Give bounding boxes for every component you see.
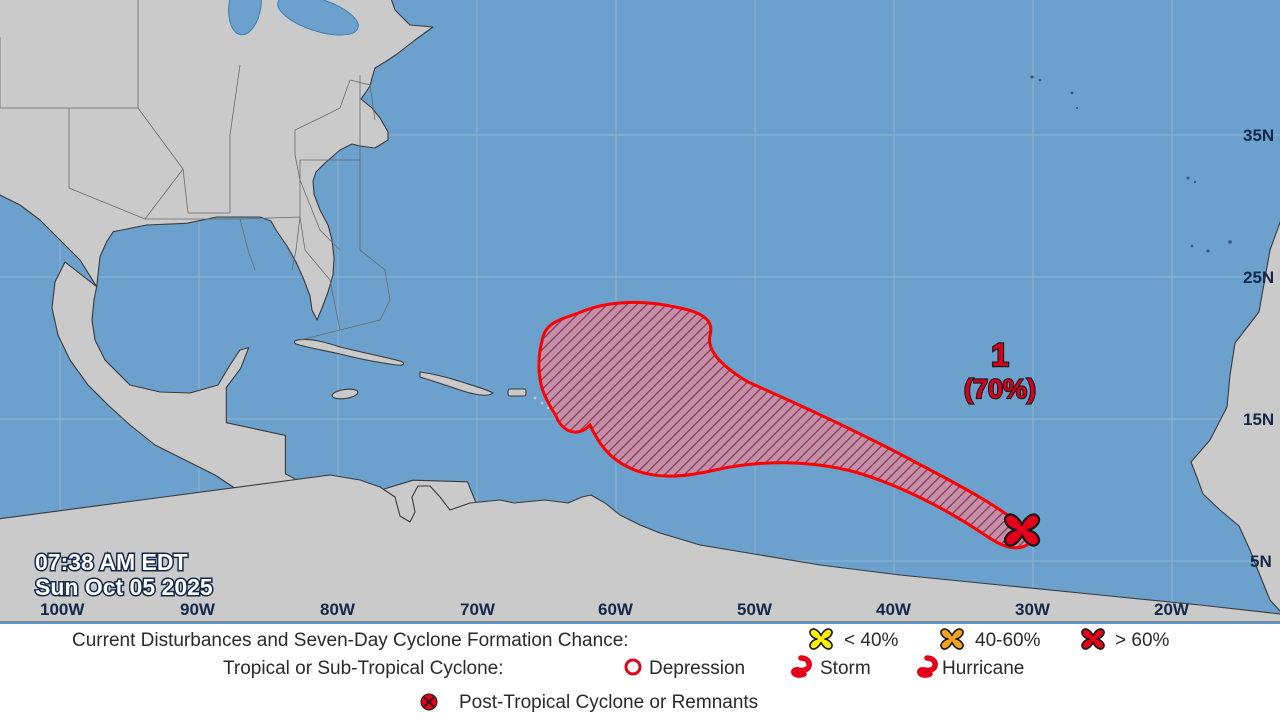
svg-text:90W: 90W [180, 600, 216, 619]
svg-text:15N: 15N [1243, 410, 1274, 429]
svg-text:Depression: Depression [649, 658, 745, 679]
svg-text:30W: 30W [1015, 600, 1051, 619]
svg-text:60W: 60W [598, 600, 634, 619]
svg-text:Post-Tropical Cyclone or Remna: Post-Tropical Cyclone or Remnants [459, 692, 758, 713]
svg-text:(70%): (70%) [964, 374, 1036, 404]
svg-text:Storm: Storm [820, 658, 871, 679]
svg-text:Tropical or Sub-Tropical Cyclo: Tropical or Sub-Tropical Cyclone: [223, 658, 504, 679]
svg-text:50W: 50W [737, 600, 773, 619]
svg-text:< 40%: < 40% [844, 630, 899, 651]
svg-text:70W: 70W [460, 600, 496, 619]
svg-text:Current Disturbances and Seven: Current Disturbances and Seven-Day Cyclo… [72, 630, 629, 651]
svg-text:> 60%: > 60% [1115, 630, 1170, 651]
svg-text:80W: 80W [320, 600, 356, 619]
svg-text:20W: 20W [1154, 600, 1190, 619]
svg-text:40-60%: 40-60% [975, 630, 1041, 651]
svg-text:5N: 5N [1250, 552, 1272, 571]
svg-text:25N: 25N [1243, 268, 1274, 287]
svg-text:07:38 AM EDT: 07:38 AM EDT [35, 549, 188, 575]
svg-text:100W: 100W [40, 600, 85, 619]
svg-text:40W: 40W [876, 600, 912, 619]
svg-text:Hurricane: Hurricane [942, 658, 1024, 679]
svg-text:Sun Oct 05 2025: Sun Oct 05 2025 [35, 574, 213, 600]
svg-text:1: 1 [991, 337, 1009, 373]
svg-text:35N: 35N [1243, 126, 1274, 145]
